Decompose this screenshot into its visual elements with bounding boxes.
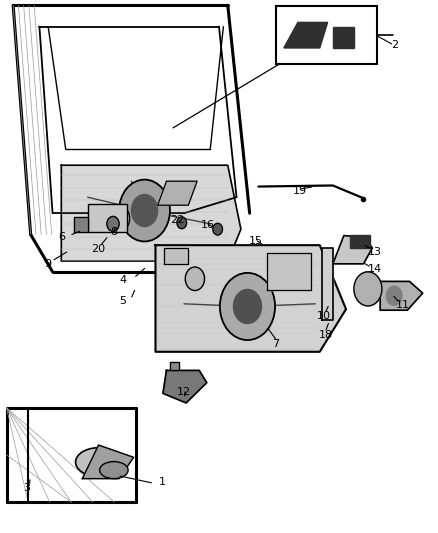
Circle shape bbox=[386, 286, 402, 305]
Text: 9: 9 bbox=[45, 259, 52, 269]
Text: 4: 4 bbox=[119, 275, 126, 285]
Text: 19: 19 bbox=[293, 186, 307, 196]
Polygon shape bbox=[61, 165, 241, 261]
Text: 8: 8 bbox=[110, 227, 117, 237]
Text: 18: 18 bbox=[319, 330, 333, 340]
Polygon shape bbox=[333, 236, 372, 264]
Circle shape bbox=[107, 205, 130, 232]
Polygon shape bbox=[380, 281, 423, 310]
Circle shape bbox=[233, 289, 261, 324]
Text: 7: 7 bbox=[272, 339, 279, 349]
Bar bbox=[88, 204, 127, 232]
Text: 10: 10 bbox=[317, 311, 331, 320]
Text: 3: 3 bbox=[23, 483, 30, 492]
Polygon shape bbox=[350, 235, 370, 248]
Ellipse shape bbox=[76, 448, 121, 477]
Circle shape bbox=[107, 216, 119, 231]
Polygon shape bbox=[170, 362, 179, 370]
Polygon shape bbox=[322, 248, 333, 320]
Text: 5: 5 bbox=[119, 296, 126, 306]
Text: 13: 13 bbox=[367, 247, 381, 256]
Circle shape bbox=[220, 273, 275, 340]
Ellipse shape bbox=[100, 462, 128, 479]
Circle shape bbox=[119, 180, 170, 241]
Text: 1: 1 bbox=[159, 478, 166, 487]
Polygon shape bbox=[284, 22, 328, 48]
Text: 22: 22 bbox=[170, 215, 184, 224]
Circle shape bbox=[354, 272, 382, 306]
Polygon shape bbox=[333, 27, 354, 48]
Circle shape bbox=[131, 195, 158, 227]
Text: 12: 12 bbox=[177, 387, 191, 397]
Polygon shape bbox=[164, 248, 188, 264]
Circle shape bbox=[185, 267, 205, 290]
Polygon shape bbox=[82, 445, 134, 479]
Text: 14: 14 bbox=[367, 264, 381, 274]
Text: 16: 16 bbox=[201, 220, 215, 230]
Polygon shape bbox=[158, 181, 197, 205]
Text: 15: 15 bbox=[249, 236, 263, 246]
Polygon shape bbox=[163, 370, 207, 403]
Polygon shape bbox=[267, 253, 311, 290]
Polygon shape bbox=[155, 245, 346, 352]
Circle shape bbox=[177, 217, 187, 229]
Text: 20: 20 bbox=[92, 245, 106, 254]
Text: 2: 2 bbox=[391, 41, 398, 50]
Circle shape bbox=[213, 223, 223, 235]
Polygon shape bbox=[74, 217, 88, 232]
Bar bbox=[276, 6, 377, 64]
Text: 6: 6 bbox=[58, 232, 65, 242]
Text: 11: 11 bbox=[396, 300, 410, 310]
